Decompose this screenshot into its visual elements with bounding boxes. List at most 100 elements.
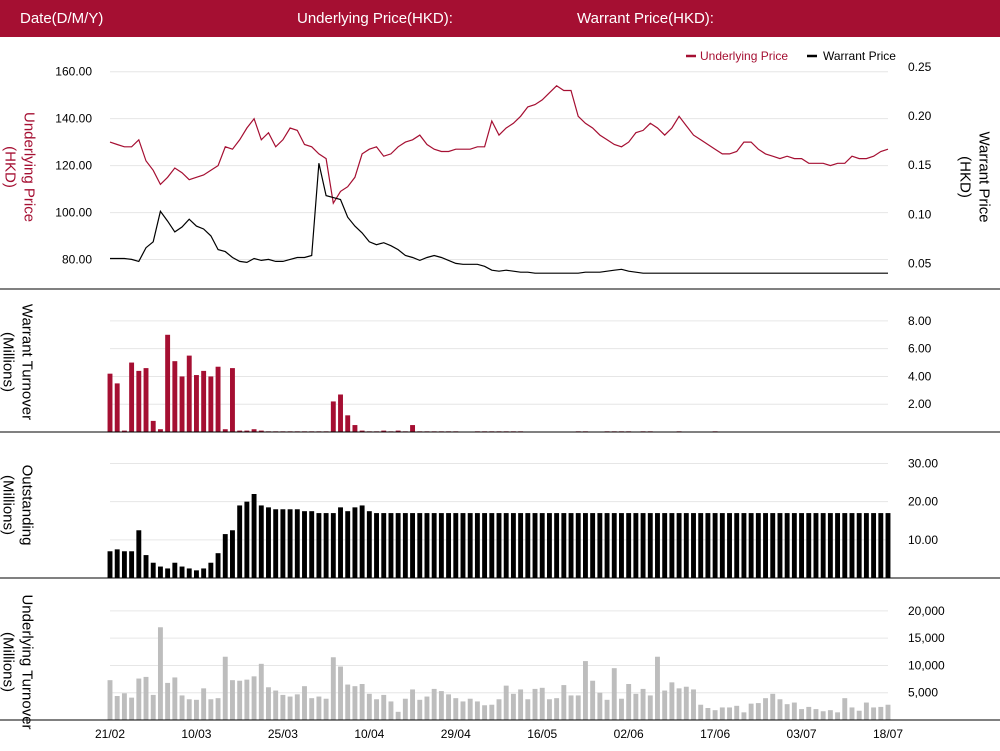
outstanding-bar xyxy=(352,507,358,578)
underlying-turnover-bar xyxy=(316,696,322,720)
outstanding-bar xyxy=(330,513,336,578)
outstanding-bar xyxy=(741,513,747,578)
warrant-turnover-bar xyxy=(345,415,351,432)
left-axis-tick-label: 120.00 xyxy=(55,159,92,173)
outstanding-bar xyxy=(525,513,531,578)
underlying-turnover-bar xyxy=(863,702,869,720)
underlying-turnover-bar xyxy=(691,689,696,720)
right-axis-title: Warrant Price(HKD) xyxy=(957,131,993,222)
outstanding-bar xyxy=(590,513,596,578)
outstanding-bar xyxy=(359,505,365,578)
outstanding-bar xyxy=(813,513,819,578)
warrant-turnover-bar xyxy=(143,368,149,432)
underlying-turnover-axis-title-line: (Millions) xyxy=(0,632,17,692)
outstanding-bar xyxy=(662,513,668,578)
outstanding-bar xyxy=(496,513,502,578)
outstanding-bar xyxy=(806,513,812,578)
underlying-turnover-bar xyxy=(467,698,473,720)
legend-warrant-label: Warrant Price xyxy=(823,49,896,63)
warrant-turnover-bar xyxy=(258,430,264,432)
underlying-turnover-bar xyxy=(215,698,221,720)
outstanding-bar xyxy=(424,513,430,578)
outstanding-bar xyxy=(647,513,653,578)
outstanding-bar xyxy=(568,513,574,578)
outstanding-bar xyxy=(316,513,322,578)
underlying-turnover-bar xyxy=(482,705,488,720)
underlying-turnover-bar xyxy=(287,696,293,720)
left-axis-title: Underlying Price(HKD) xyxy=(2,112,38,222)
outstanding-bar xyxy=(417,513,423,578)
underlying-turnover-bar xyxy=(633,693,639,720)
left-axis-tick-label: 80.00 xyxy=(62,253,92,267)
underlying-turnover-bar xyxy=(258,663,264,720)
outstanding-bar xyxy=(280,509,286,578)
underlying-turnover-bar xyxy=(734,705,740,720)
underlying-turnover-bar xyxy=(309,698,315,720)
underlying-price-label: Underlying Price(HKD): xyxy=(297,10,453,27)
outstanding-bar xyxy=(799,513,805,578)
warrant-turnover-bar xyxy=(352,425,358,432)
underlying-turnover-bar xyxy=(395,711,401,720)
outstanding-bar xyxy=(222,534,228,578)
outstanding-bar xyxy=(446,513,452,578)
outstanding-bar xyxy=(539,513,545,578)
warrant-turnover-bar xyxy=(157,429,163,432)
outstanding-bar xyxy=(366,511,372,578)
outstanding-bar xyxy=(518,513,524,578)
outstanding-bar xyxy=(251,494,257,578)
warrant-turnover-bar xyxy=(237,430,243,432)
underlying-turnover-tick-label: 15,000 xyxy=(908,631,945,645)
underlying-turnover-bar xyxy=(201,688,207,720)
warrant-turnover-bar xyxy=(129,362,135,432)
outstanding-bar xyxy=(777,513,783,578)
outstanding-bar xyxy=(410,513,416,578)
outstanding-bar xyxy=(849,513,855,578)
outstanding-bar xyxy=(885,513,891,578)
warrant-turnover-tick-label: 2.00 xyxy=(908,397,932,411)
outstanding-bar xyxy=(208,562,214,578)
underlying-turnover-bar xyxy=(453,698,459,720)
warrant-turnover-axis-title-line: (Millions) xyxy=(0,332,17,392)
warrant-turnover-bar xyxy=(330,401,336,432)
warrant-turnover-bar xyxy=(172,361,178,432)
underlying-turnover-bar xyxy=(827,710,833,720)
underlying-turnover-bar xyxy=(280,694,286,720)
outstanding-bar xyxy=(381,513,387,578)
underlying-turnover-bar xyxy=(107,680,113,720)
underlying-turnover-bar xyxy=(806,706,812,720)
warrant-turnover-bar xyxy=(395,430,401,432)
outstanding-bar xyxy=(655,513,660,578)
warrant-price-label: Warrant Price(HKD): xyxy=(577,10,714,27)
underlying-turnover-bar xyxy=(885,704,891,720)
warrant-turnover-bar xyxy=(194,375,199,432)
underlying-turnover-tick-label: 20,000 xyxy=(908,604,945,618)
outstanding-bar xyxy=(611,513,617,578)
date-label: Date(D/M/Y) xyxy=(20,10,104,27)
legend-underlying-label: Underlying Price xyxy=(700,49,788,63)
underlying-turnover-bar xyxy=(518,689,524,720)
right-axis-tick-label: 0.20 xyxy=(908,109,932,123)
outstanding-bar xyxy=(150,562,156,578)
underlying-turnover-bar xyxy=(856,710,862,720)
outstanding-bar xyxy=(683,513,689,578)
warrant-turnover-bar xyxy=(215,366,221,432)
warrant-turnover-axis-title: Warrant Turnover(Millions) xyxy=(0,304,36,420)
right-axis-tick-label: 0.15 xyxy=(908,158,932,172)
underlying-turnover-bar xyxy=(222,656,228,720)
outstanding-bar xyxy=(186,568,192,578)
outstanding-bar xyxy=(575,513,581,578)
x-axis-date-label: 10/04 xyxy=(354,727,384,741)
outstanding-bar xyxy=(172,562,178,578)
underlying-turnover-bar xyxy=(266,687,271,720)
underlying-turnover-axis-title: Underlying Turnover(Millions) xyxy=(0,594,36,729)
underlying-turnover-bar xyxy=(655,656,660,720)
underlying-turnover-bar xyxy=(755,703,761,720)
outstanding-bar xyxy=(626,513,632,578)
outstanding-bar xyxy=(763,513,768,578)
outstanding-axis-title-line: (Millions) xyxy=(0,475,17,535)
warrant-price-line xyxy=(110,163,888,274)
underlying-turnover-axis-title-line: Underlying Turnover xyxy=(19,594,36,729)
outstanding-bar xyxy=(676,513,682,578)
warrant-turnover-bar xyxy=(222,429,228,432)
warrant-turnover-bar xyxy=(121,430,127,432)
